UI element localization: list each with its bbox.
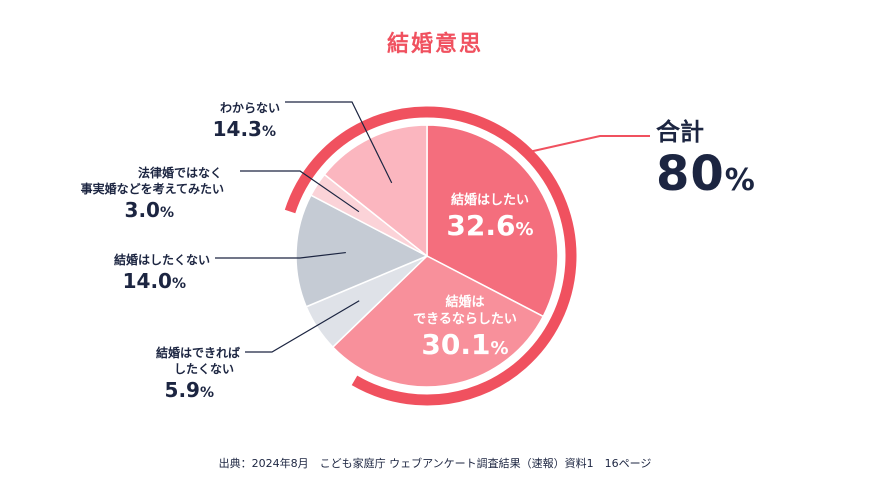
- slice-value-unknown: 14.3%: [212, 117, 276, 141]
- leader-line-5: [285, 101, 393, 184]
- slice-value-rather-not: 5.9%: [164, 378, 214, 402]
- leader-line-2: [245, 300, 360, 353]
- leader-line-3: [215, 251, 346, 259]
- pie-slice-3: [295, 194, 429, 308]
- slice-name-line1-common-law: 法律婚ではなく: [137, 166, 222, 180]
- slice-name-line2-rather-not: したくない: [173, 362, 234, 376]
- slice-value-common-law: 3.0%: [124, 198, 174, 222]
- total-value: 80%: [656, 146, 756, 202]
- total-name: 合計: [656, 118, 704, 146]
- slice-label-want: 結婚はしたい 32.6%: [430, 192, 550, 247]
- total-leader-line: [531, 135, 650, 153]
- slice-name-line2-want-if-possible: できるならしたい: [413, 312, 517, 327]
- slice-value-want-if-possible: 30.1%: [421, 328, 509, 361]
- leader-line-4: [240, 170, 360, 213]
- slice-label-common-law: 法律婚ではなく 事実婚などを考えてみたい 3.0%: [50, 165, 238, 226]
- slice-name-want: 結婚はしたい: [450, 193, 529, 208]
- pie-slice-1: [331, 255, 545, 388]
- chart-title: 結婚意思: [386, 32, 483, 57]
- slice-name-line1-want-if-possible: 結婚は: [445, 295, 485, 310]
- slice-label-do-not-want: 結婚はしたくない 14.0%: [60, 252, 210, 297]
- slice-value-want: 32.6%: [446, 209, 534, 242]
- slice-name-do-not-want: 結婚はしたくない: [113, 253, 210, 267]
- source-note: 出典：2024年8月 こども家庭庁 ウェブアンケート調査結果（速報）資料1 16…: [218, 457, 652, 470]
- slice-name-line1-rather-not: 結婚はできれば: [155, 346, 240, 360]
- slice-label-want-if-possible: 結婚は できるならしたい 30.1%: [395, 294, 535, 366]
- slice-name-unknown: わからない: [219, 101, 280, 115]
- slice-value-do-not-want: 14.0%: [122, 269, 186, 293]
- pie-slice-0: [426, 124, 559, 318]
- total-label: 合計 80%: [656, 112, 756, 208]
- slice-label-unknown: わからない 14.3%: [160, 100, 280, 145]
- slice-label-rather-not: 結婚はできれば したくない 5.9%: [90, 345, 240, 406]
- slice-name-line2-common-law: 事実婚などを考えてみたい: [80, 182, 224, 196]
- total-ring-arc: [284, 106, 577, 406]
